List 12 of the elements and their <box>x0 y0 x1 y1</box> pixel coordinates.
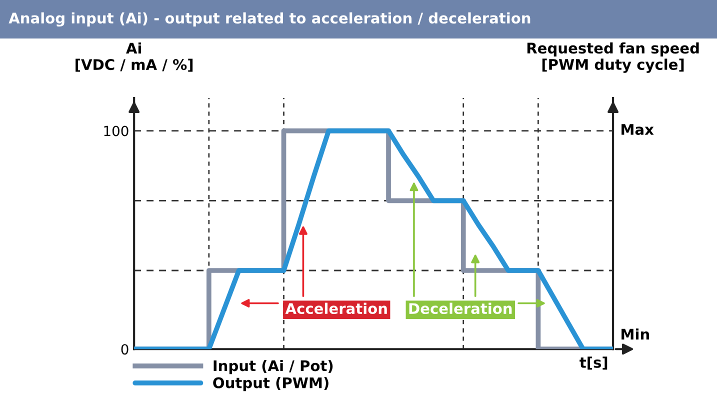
chart-title: Analog input (Ai) - output related to acceleration / deceleration <box>8 12 530 27</box>
text: Min <box>622 328 649 340</box>
legend-label: Output (PWM) <box>213 377 328 392</box>
legend-label: Input (Ai / Pot) <box>214 360 333 374</box>
text: Max <box>622 124 654 135</box>
annotation: Deceleration <box>409 302 512 314</box>
y-tick-label: 0 <box>121 344 128 355</box>
y-tick-label: 100 <box>104 126 128 136</box>
annotation: Acceleration <box>285 302 387 314</box>
y-axis-title: Ai [VDC / mA / %] <box>76 42 193 72</box>
y2-axis-title: Requested fan speed [PWM duty cycle] <box>527 42 699 73</box>
x-axis-title: t[s] <box>580 356 608 370</box>
